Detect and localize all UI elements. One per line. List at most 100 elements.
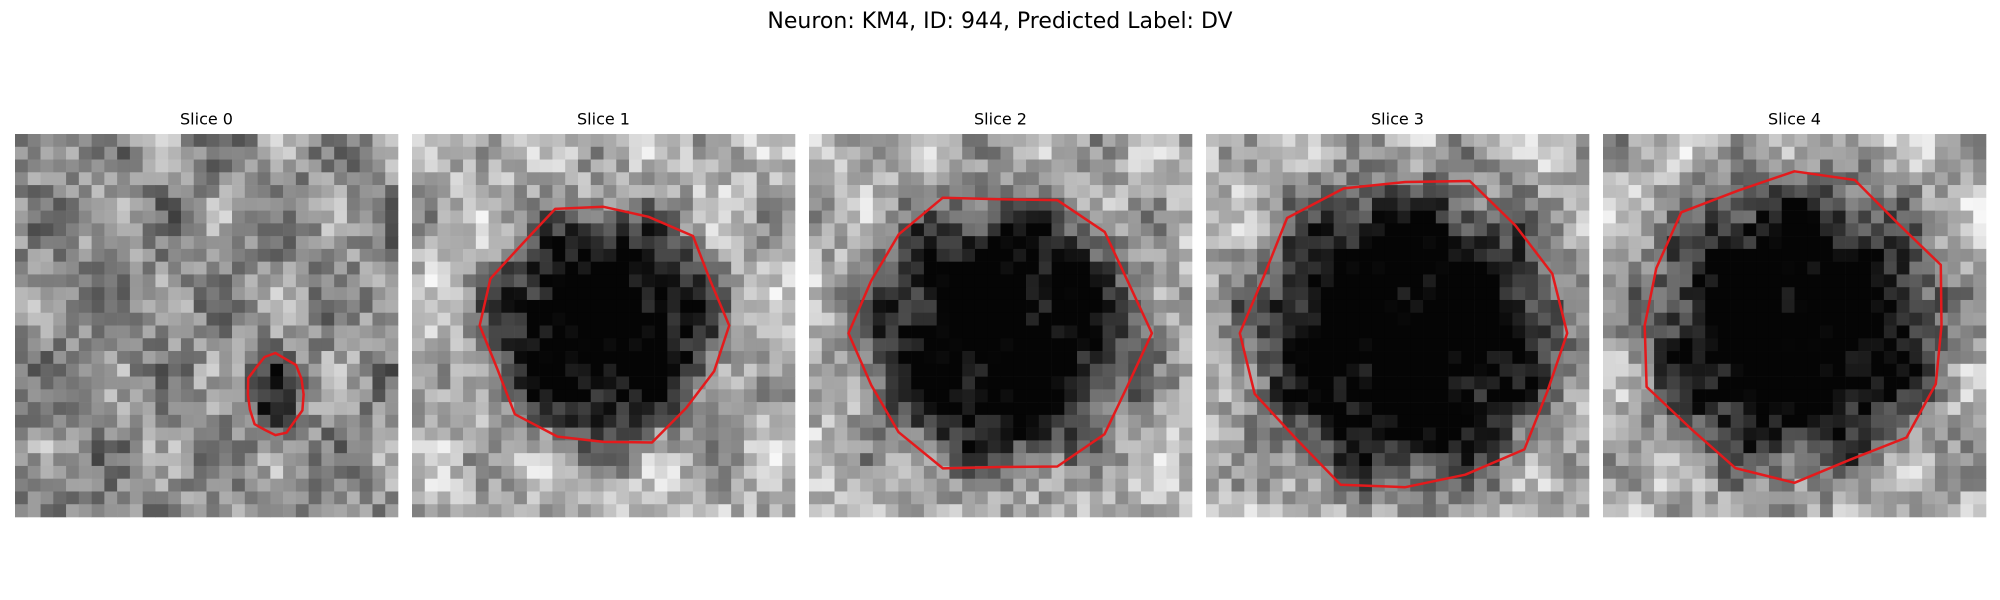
pixel [1359,325,1373,339]
pixel [1807,376,1821,390]
pixel [155,159,169,173]
pixel [654,134,668,148]
pixel [552,376,566,390]
pixel [346,427,360,441]
pixel [1781,465,1795,479]
pixel [1115,504,1129,518]
pixel [860,478,874,492]
pixel [142,223,156,237]
pixel [334,402,348,416]
pixel [129,478,143,492]
pixel [1089,376,1103,390]
pixel [1308,338,1322,352]
pixel [1308,299,1322,314]
pixel [923,491,937,505]
pixel [1231,146,1245,160]
pixel [1397,389,1411,403]
pixel [1038,504,1052,518]
pixel [1282,389,1296,403]
pixel [821,172,835,186]
pixel [1089,402,1103,416]
pixel [911,287,925,301]
pixel [1960,389,1974,403]
pixel [1896,172,1910,186]
pixel [1845,402,1859,416]
pixel [334,389,348,403]
pixel [1537,312,1551,326]
pixel [308,236,322,250]
pixel [1512,134,1526,148]
pixel [91,491,105,505]
pixel [1973,338,1987,352]
pixel [1794,465,1808,479]
pixel [590,172,604,186]
pixel [1858,312,1872,326]
pixel [1705,351,1719,365]
pixel [1922,491,1936,505]
pixel [91,197,105,211]
pixel [1153,146,1167,160]
pixel [1384,376,1398,390]
pixel [911,478,925,492]
pixel [1576,453,1590,467]
pixel [1486,210,1500,224]
pixel [372,414,386,428]
pixel [206,504,220,518]
pixel [923,172,937,186]
pixel [1461,389,1475,403]
pixel [117,376,131,390]
pixel [1013,312,1027,326]
pixel [1563,185,1577,199]
pixel [1461,274,1475,288]
pixel [1896,491,1910,505]
pixel [936,453,950,467]
pixel [155,312,169,326]
pixel [974,236,989,250]
pixel [488,134,502,148]
pixel [1807,389,1821,403]
pixel [756,440,770,454]
pixel [1679,223,1693,237]
pixel [718,427,732,441]
pixel [1603,299,1617,314]
pixel [78,363,92,377]
pixel [168,312,182,326]
pixel [654,172,668,186]
pixel [206,287,220,301]
pixel [1077,134,1091,148]
pixel [1871,146,1885,160]
pixel [1807,185,1821,199]
pixel [911,338,925,352]
pixel [1820,453,1834,467]
pixel [117,440,131,454]
pixel [1960,223,1974,237]
pixel [1768,197,1783,211]
pixel [692,185,706,199]
pixel [718,389,732,403]
pixel [117,261,131,275]
pixel [654,236,668,250]
pixel [1922,363,1936,377]
pixel [1448,325,1462,339]
pixel [180,376,195,390]
pixel [1038,440,1052,454]
pixel [1128,504,1142,518]
pixel [1768,376,1783,390]
pixel [232,134,246,148]
pixel [1512,287,1526,301]
pixel [1000,414,1014,428]
pixel [1845,465,1859,479]
pixel [91,414,105,428]
pixel [1628,363,1642,377]
pixel [1717,146,1731,160]
pixel [1295,172,1309,186]
pixel [987,287,1001,301]
pixel [629,146,643,160]
pixel [987,185,1001,199]
pixel [1832,299,1846,314]
pixel [40,338,54,352]
pixel [680,274,694,288]
pixel [1320,338,1334,352]
pixel [1371,210,1386,224]
pixel [949,236,963,250]
